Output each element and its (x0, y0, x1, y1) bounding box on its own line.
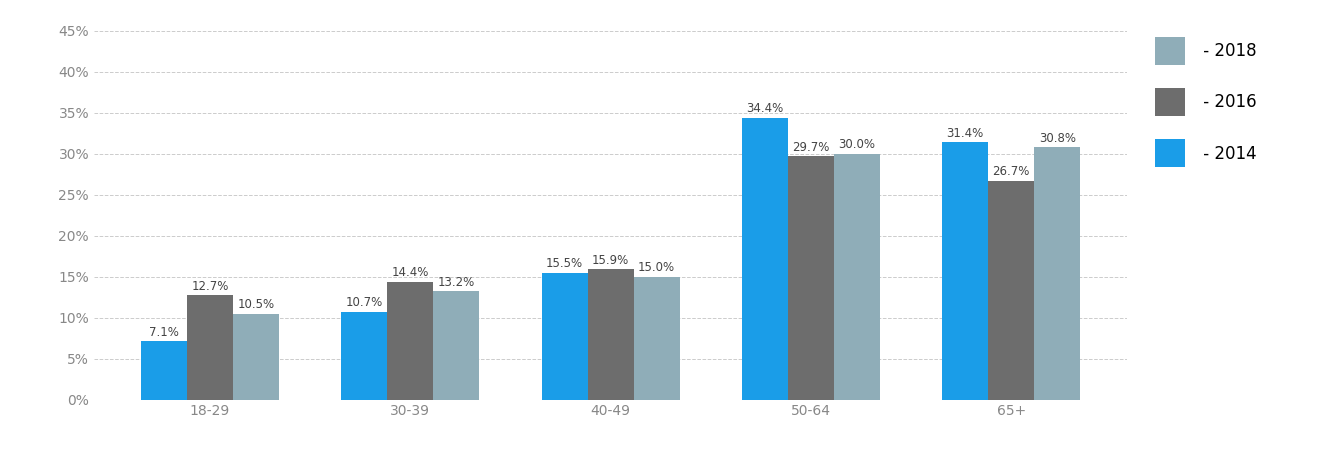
Bar (788, 156, 833, 400)
Bar (633, 276, 679, 400)
Bar (234, 314, 279, 400)
Bar (988, 181, 1035, 400)
Bar (433, 291, 479, 400)
Bar (588, 269, 633, 400)
Bar (542, 272, 588, 400)
Text: 34.4%: 34.4% (746, 102, 784, 115)
Text: 10.7%: 10.7% (346, 296, 382, 310)
Text: 7.1%: 7.1% (149, 326, 178, 339)
Bar (742, 118, 788, 400)
Text: 12.7%: 12.7% (192, 280, 228, 293)
Text: 13.2%: 13.2% (437, 276, 475, 289)
Text: 14.4%: 14.4% (392, 266, 429, 279)
Text: 30.0%: 30.0% (839, 138, 875, 151)
Bar (1035, 147, 1080, 400)
Bar (187, 296, 234, 400)
Bar (942, 142, 988, 400)
Text: 15.0%: 15.0% (637, 261, 675, 274)
Bar (341, 312, 388, 400)
Text: 26.7%: 26.7% (993, 165, 1029, 178)
Text: 29.7%: 29.7% (792, 141, 829, 154)
Bar (833, 154, 880, 400)
Text: 31.4%: 31.4% (946, 127, 984, 140)
Text: 15.5%: 15.5% (546, 257, 584, 270)
Text: 10.5%: 10.5% (238, 298, 275, 311)
Bar (141, 341, 187, 400)
Legend:  - 2018,  - 2016,  - 2014: - 2018, - 2016, - 2014 (1147, 30, 1263, 174)
Text: 30.8%: 30.8% (1039, 132, 1076, 145)
Bar (388, 281, 433, 400)
Text: 15.9%: 15.9% (592, 254, 629, 267)
